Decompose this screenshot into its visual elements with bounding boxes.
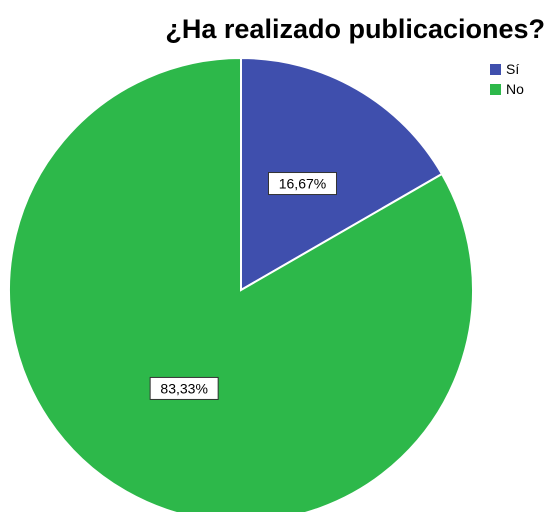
pie-slice-0 [240,56,444,292]
chart-legend: Sí No [490,59,524,99]
legend-label-si: Sí [506,61,520,77]
legend-swatch-si [490,63,501,75]
pie-slice-1 [8,56,474,512]
legend-label-no: No [506,81,524,97]
svg-text:16,67%: 16,67% [279,176,326,192]
data-label-0: 16,67% [267,172,337,196]
legend-item-no: No [490,79,524,99]
svg-text:83,33%: 83,33% [160,380,207,396]
chart-title: ¿Ha realizado publicaciones? [165,14,545,44]
legend-item-si: Sí [490,59,524,79]
data-label-1: 83,33% [149,376,219,400]
legend-swatch-no [490,83,501,95]
